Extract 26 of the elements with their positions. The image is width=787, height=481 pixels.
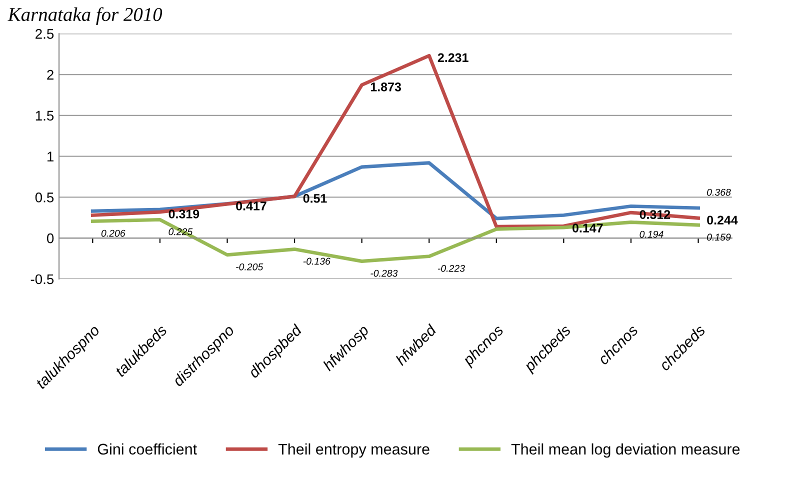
data-label: 1.873: [370, 82, 401, 92]
data-label: -0.205: [236, 263, 264, 270]
legend-label: Theil mean log deviation measure: [511, 443, 740, 458]
data-label: 0.51: [303, 194, 327, 203]
y-tick-label: 2.5: [36, 29, 54, 39]
data-label: 0.368: [707, 188, 731, 196]
data-label: 2.231: [438, 53, 468, 62]
line-series: [90, 218, 700, 263]
chart-title: Karnataka for 2010: [8, 7, 162, 26]
data-label: -0.283: [370, 270, 398, 277]
legend-label: Theil entropy measure: [278, 443, 430, 458]
data-label: 0.159: [707, 234, 731, 241]
y-tick-label: -0.5: [30, 274, 54, 284]
y-tick-label: 2: [47, 70, 54, 80]
y-tick-label: 0: [46, 233, 54, 244]
data-label: 0.417: [236, 202, 266, 210]
data-label: 0.206: [101, 230, 126, 237]
y-tick-label: 1: [48, 152, 54, 162]
y-tick-label: 0.5: [35, 192, 54, 202]
legend-label: Gini coefficient: [98, 443, 197, 455]
y-tick-label: 1.5: [36, 110, 54, 121]
data-label: 0.319: [168, 210, 200, 218]
data-label: 0.194: [640, 230, 664, 238]
data-label: 0.244: [707, 216, 738, 225]
data-label: -0.223: [438, 264, 465, 272]
data-label: -0.136: [303, 258, 330, 265]
